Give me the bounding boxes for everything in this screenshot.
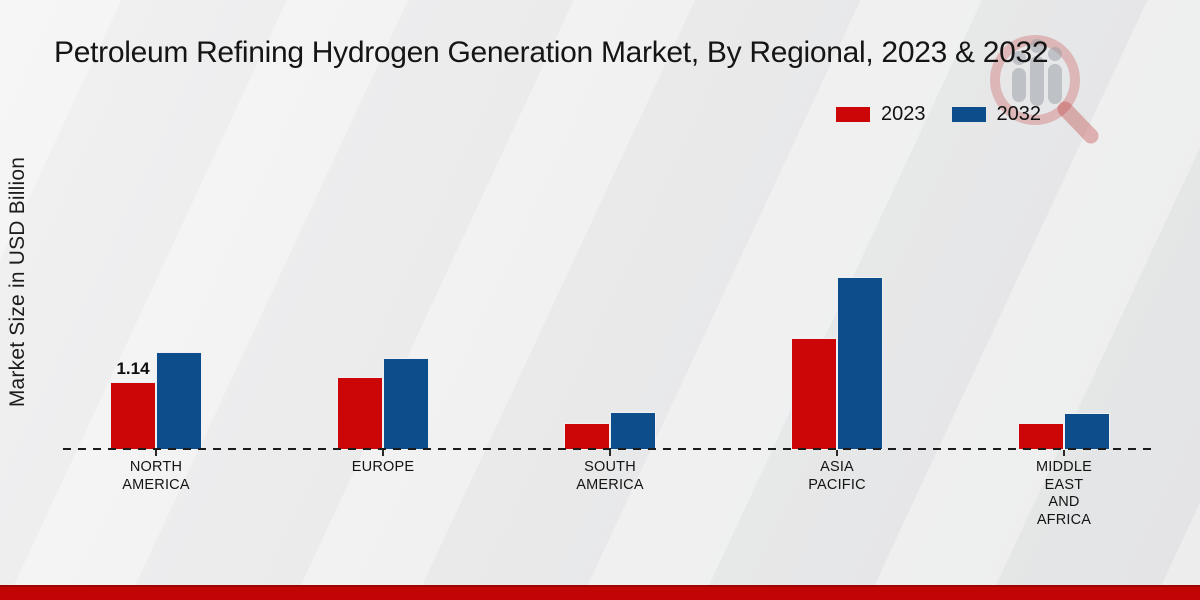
- bar-2032-4: [837, 277, 883, 450]
- bar-2032-2: [383, 358, 429, 450]
- x-axis-tick: [609, 450, 611, 456]
- bar-value-label: 1.14: [116, 359, 150, 378]
- bar-2032-5: [1064, 413, 1110, 450]
- legend-label-2023: 2023: [881, 103, 926, 125]
- category-label: MIDDLE EAST AND AFRICA: [1036, 459, 1092, 528]
- category-label: EUROPE: [351, 459, 415, 475]
- bar-2032-3: [610, 412, 656, 450]
- legend-swatch-2023-icon: [836, 107, 870, 122]
- bar-2023-3: [564, 423, 610, 450]
- bar-2023-1: [110, 382, 156, 450]
- category-label: SOUTH AMERICA: [576, 459, 644, 493]
- bar-2032-1: [156, 352, 202, 450]
- category-label: NORTH AMERICA: [122, 459, 190, 493]
- legend-item-2032: 2032: [951, 103, 1042, 126]
- x-axis-tick: [836, 450, 838, 456]
- legend-item-2023: 2023: [836, 103, 926, 126]
- bar-2023-4: [791, 338, 837, 450]
- x-axis-baseline: [63, 448, 1155, 450]
- footer-accent-band: [0, 585, 1200, 600]
- chart-title: Petroleum Refining Hydrogen Generation M…: [54, 36, 1049, 69]
- bar-2023-2: [337, 377, 383, 450]
- x-axis-tick: [1063, 450, 1065, 456]
- category-label: ASIA PACIFIC: [808, 459, 866, 493]
- x-axis-tick: [382, 450, 384, 456]
- x-axis-tick: [155, 450, 157, 456]
- bar-2023-5: [1018, 423, 1064, 450]
- legend-swatch-2032-icon: [951, 107, 986, 122]
- legend: 2023 2032: [836, 103, 1041, 126]
- y-axis-label: Market Size in USD Billion: [6, 156, 29, 408]
- legend-label-2032: 2032: [996, 103, 1042, 125]
